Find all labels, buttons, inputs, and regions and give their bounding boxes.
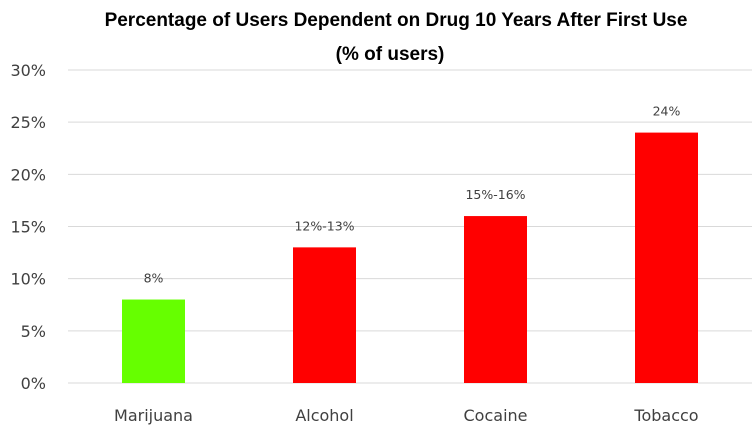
y-tick-label: 15%: [10, 218, 46, 237]
category-label: Marijuana: [114, 406, 193, 425]
bar-tobacco: [635, 132, 698, 383]
y-tick-label: 0%: [21, 374, 46, 393]
chart-title-line-1: Percentage of Users Dependent on Drug 10…: [105, 10, 688, 31]
bar-marijuana: [122, 299, 185, 383]
bar-cocaine: [464, 216, 527, 383]
category-label: Cocaine: [464, 406, 528, 425]
x-axis-category-labels: Marijuana Alcohol Cocaine Tobacco: [114, 406, 699, 425]
y-tick-label: 20%: [10, 165, 46, 184]
category-label: Alcohol: [295, 406, 353, 425]
data-labels: 8% 12%-13% 15%-16% 24%: [144, 104, 681, 286]
data-label: 12%-13%: [294, 218, 354, 233]
y-tick-label: 30%: [10, 61, 46, 80]
category-label: Tobacco: [633, 406, 698, 425]
y-tick-label: 5%: [21, 322, 46, 341]
bars: [122, 132, 698, 383]
data-label: 24%: [653, 104, 681, 119]
y-tick-label: 10%: [10, 270, 46, 289]
chart-title-line-2: (% of users): [336, 44, 445, 65]
y-axis-tick-labels: 0% 5% 10% 15% 20% 25% 30%: [10, 61, 46, 393]
y-tick-label: 25%: [10, 113, 46, 132]
data-label: 15%-16%: [465, 187, 525, 202]
data-label: 8%: [144, 271, 164, 286]
bar-alcohol: [293, 247, 356, 383]
